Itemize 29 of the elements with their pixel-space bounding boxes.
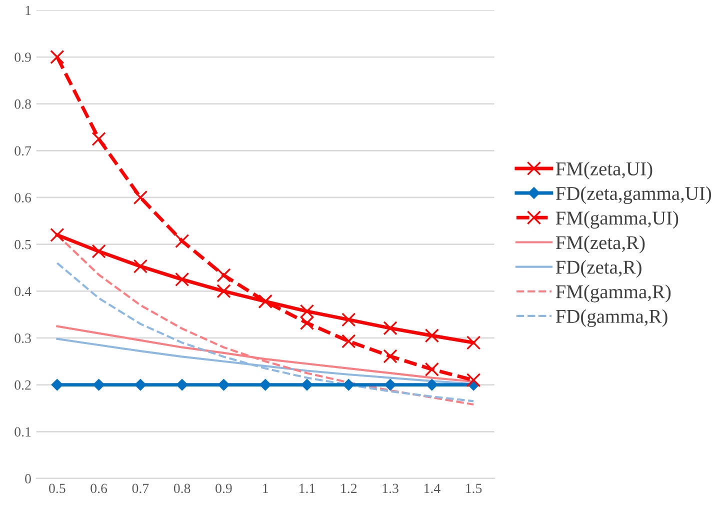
x-tick-label: 1.3 [382,484,398,494]
x-tick-label: 1.4 [424,484,440,494]
legend-label: FD(gamma,R) [556,309,668,327]
y-tick-label: 0.1 [14,427,31,437]
x-tick-label: 0.6 [90,484,108,494]
legend-label: FM(gamma,R) [556,284,671,302]
y-tick-label: 1 [26,6,31,15]
x-tick-label: 0.7 [132,484,149,494]
x-tick-label: 1.2 [341,484,357,494]
x-tick-label: 0.9 [216,484,232,494]
x-tick-label: 0.5 [49,484,66,494]
legend-label: FD(zeta,gamma,UI) [556,186,712,204]
legend-label: FM(zeta,R) [556,236,645,254]
y-tick-label: 0.9 [14,52,31,62]
y-tick-label: 0.4 [14,286,32,296]
y-tick-label: 0.2 [14,380,31,390]
y-tick-label: 0.3 [14,334,31,343]
y-tick-label: 0.8 [14,99,31,109]
x-tick-label: 1.1 [300,484,315,494]
y-tick-label: 0 [25,474,31,484]
y-tick-label: 0.5 [14,240,31,250]
y-tick-label: 0.6 [14,193,32,203]
x-tick-label: 0.8 [174,484,190,494]
x-tick-label: 1 [263,484,268,493]
legend-label: FM(gamma,UI) [556,210,678,229]
x-tick-label: 1.5 [466,484,482,494]
legend-label: FD(zeta,R) [556,260,642,278]
y-tick-label: 0.7 [14,146,32,156]
legend-label: FM(zeta,UI) [556,162,652,180]
